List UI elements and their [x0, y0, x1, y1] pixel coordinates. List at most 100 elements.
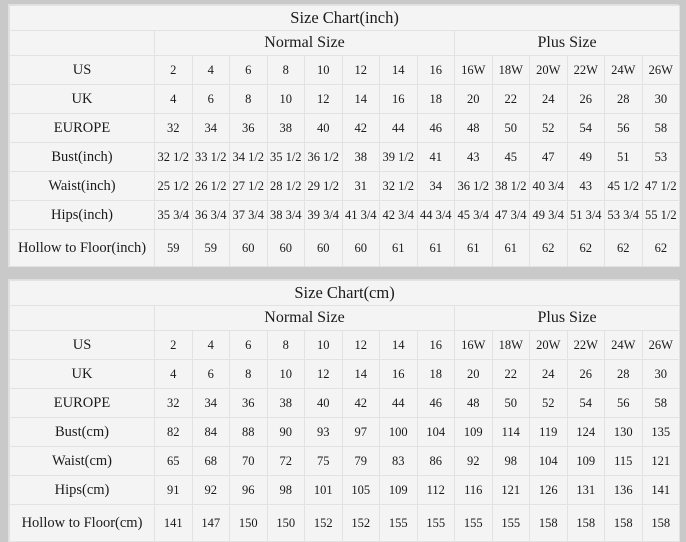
- table-cell: 42 3/4: [379, 200, 418, 230]
- table-row: Hips(cm) 91 92 96 98 101 105 109 112 116 121 126 131…: [9, 475, 681, 505]
- table-cell: 60: [341, 229, 380, 267]
- table-cell: 4: [191, 330, 230, 360]
- table-cell: 34: [416, 171, 455, 201]
- table-cell: 2: [154, 55, 193, 85]
- table-cell: 41 3/4: [341, 200, 380, 230]
- table-row: Waist(inch) 25 1/2 26 1/2 27 1/2 28 1/2 29 1/…: [9, 171, 681, 201]
- table-cell: 22W: [566, 55, 605, 85]
- table-cell: 65: [154, 446, 193, 476]
- table-cell: 38 1/2: [491, 171, 530, 201]
- table-cell: 43: [454, 142, 493, 172]
- table-cell: 40: [304, 388, 343, 418]
- row-label: US: [9, 330, 155, 360]
- table-cell: 158: [529, 504, 568, 542]
- table-row: Hips(inch) 35 3/4 36 3/4 37 3/4 38 3/4 39 3/4…: [9, 200, 681, 230]
- table-cell: 152: [341, 504, 380, 542]
- table-cell: 55 1/2: [641, 200, 681, 230]
- table-cell: 46: [416, 388, 455, 418]
- table-cell: 62: [566, 229, 605, 267]
- table-cell: 56: [604, 113, 643, 143]
- table-cell: 84: [191, 417, 230, 447]
- table-cell: 6: [191, 359, 230, 389]
- table-cell: 92: [191, 475, 230, 505]
- table-cell: 158: [566, 504, 605, 542]
- table-cell: 35 1/2: [266, 142, 305, 172]
- table-cell: 130: [604, 417, 643, 447]
- table-cell: 48: [454, 113, 493, 143]
- table-cell: 58: [641, 113, 681, 143]
- table-cell: 42: [341, 113, 380, 143]
- table-cell: 90: [266, 417, 305, 447]
- table-cell: 50: [491, 113, 530, 143]
- table-cell: 36 3/4: [191, 200, 230, 230]
- table-cell: 29 1/2: [304, 171, 343, 201]
- table-cell: 126: [529, 475, 568, 505]
- table-cell: 54: [566, 113, 605, 143]
- table-cell: 8: [266, 55, 305, 85]
- row-label: Bust(cm): [9, 417, 155, 447]
- table-cell: 6: [191, 84, 230, 114]
- table-cell: 26W: [641, 55, 681, 85]
- table-cell: 18W: [491, 55, 530, 85]
- table-cell: 109: [454, 417, 493, 447]
- row-label: Hips(cm): [9, 475, 155, 505]
- table-cell: 68: [191, 446, 230, 476]
- table-cell: 47: [529, 142, 568, 172]
- table-cell: 10: [304, 55, 343, 85]
- table-cell: 36 1/2: [454, 171, 493, 201]
- table-cell: 58: [641, 388, 681, 418]
- chart-title-row: Size Chart(cm): [8, 280, 681, 306]
- table-cell: 32: [154, 388, 193, 418]
- charts-container: Size Chart(inch) Normal Size Plus Size US 2 4…: [8, 4, 681, 542]
- table-cell: 54: [566, 388, 605, 418]
- table-cell: 38: [341, 142, 380, 172]
- table-cell: 16: [416, 55, 455, 85]
- table-cell: 24: [529, 84, 568, 114]
- table-cell: 20: [454, 359, 493, 389]
- table-cell: 152: [304, 504, 343, 542]
- table-cell: 53: [641, 142, 681, 172]
- table-cell: 26W: [641, 330, 681, 360]
- row-label: Hips(inch): [9, 200, 155, 230]
- table-cell: 40 3/4: [529, 171, 568, 201]
- table-cell: 60: [266, 229, 305, 267]
- table-cell: 104: [529, 446, 568, 476]
- table-cell: 136: [604, 475, 643, 505]
- table-cell: 45: [491, 142, 530, 172]
- row-label: EUROPE: [9, 113, 155, 143]
- table-cell: 82: [154, 417, 193, 447]
- table-cell: 62: [529, 229, 568, 267]
- table-cell: 14: [379, 55, 418, 85]
- table-cell: 4: [154, 359, 193, 389]
- table-cell: 28: [604, 359, 643, 389]
- table-cell: 8: [229, 84, 268, 114]
- table-cell: 155: [379, 504, 418, 542]
- table-cell: 98: [266, 475, 305, 505]
- table-cell: 8: [266, 330, 305, 360]
- table-cell: 155: [491, 504, 530, 542]
- table-cell: 60: [304, 229, 343, 267]
- table-cell: 158: [641, 504, 681, 542]
- table-cell: 147: [191, 504, 230, 542]
- table-cell: 32 1/2: [379, 171, 418, 201]
- table-cell: 31: [341, 171, 380, 201]
- table-cell: 30: [641, 84, 681, 114]
- table-cell: 32 1/2: [154, 142, 193, 172]
- group-header-plus-size: Plus Size: [453, 305, 681, 331]
- table-cell: 101: [304, 475, 343, 505]
- table-cell: 14: [379, 330, 418, 360]
- group-header-normal-size: Normal Size: [154, 305, 455, 331]
- table-cell: 37 3/4: [229, 200, 268, 230]
- table-cell: 47 3/4: [491, 200, 530, 230]
- size-chart-table: Size Chart(inch) Normal Size Plus Size US 2 4…: [8, 5, 681, 267]
- table-cell: 20W: [529, 55, 568, 85]
- table-cell: 44 3/4: [416, 200, 455, 230]
- table-row: Bust(cm) 82 84 88 90 93 97 100 104 109 114 119 124 13…: [9, 417, 681, 447]
- table-cell: 141: [641, 475, 681, 505]
- table-cell: 28 1/2: [266, 171, 305, 201]
- table-cell: 121: [641, 446, 681, 476]
- chart-title: Size Chart(inch): [8, 5, 681, 31]
- row-label: Hollow to Floor(cm): [9, 504, 155, 542]
- table-cell: 6: [229, 330, 268, 360]
- table-cell: 75: [304, 446, 343, 476]
